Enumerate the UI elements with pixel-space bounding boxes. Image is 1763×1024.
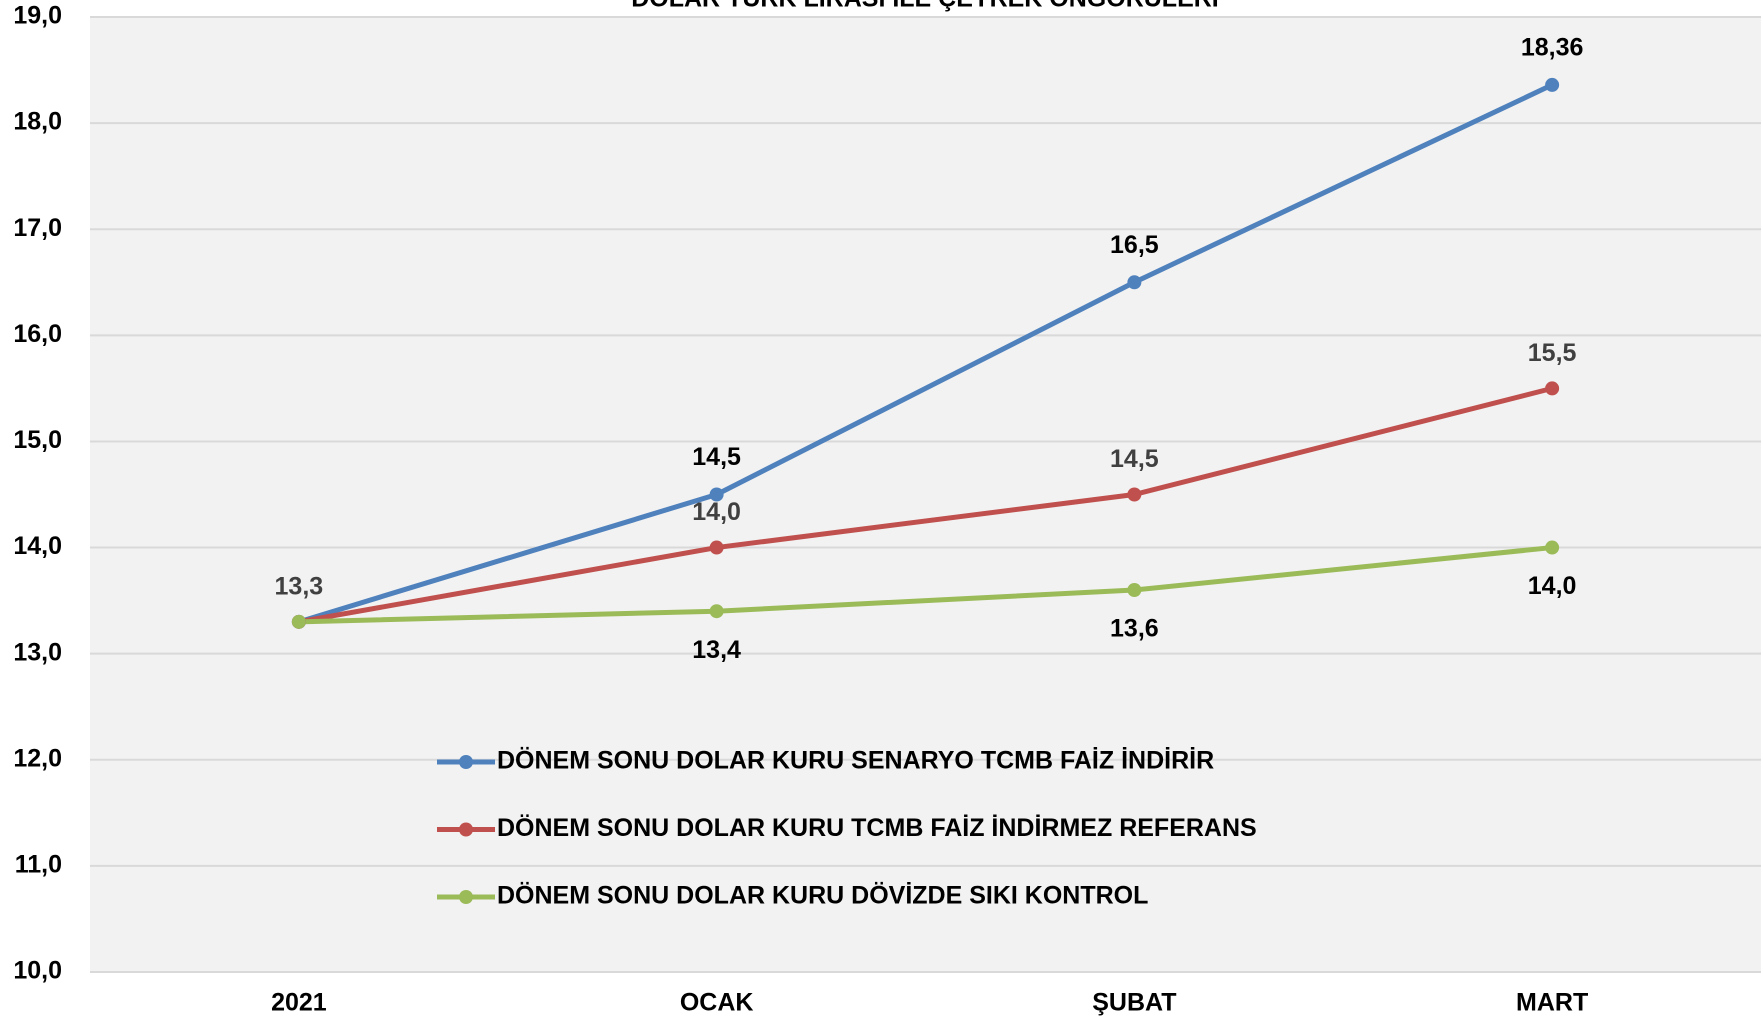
data-label: 13,4 bbox=[692, 636, 741, 664]
data-point bbox=[709, 540, 724, 555]
legend-marker bbox=[459, 755, 473, 769]
x-tick-label: 2021 bbox=[271, 989, 327, 1017]
plot-area bbox=[90, 17, 1761, 972]
data-point bbox=[1127, 275, 1142, 290]
data-label: 13,3 bbox=[275, 572, 324, 600]
y-tick-label: 17,0 bbox=[13, 214, 62, 242]
legend-label: DÖNEM SONU DOLAR KURU TCMB FAİZ İNDİRMEZ… bbox=[497, 813, 1257, 842]
data-point bbox=[291, 614, 306, 629]
x-tick-label: ŞUBAT bbox=[1092, 989, 1176, 1017]
y-tick-label: 14,0 bbox=[13, 532, 62, 560]
data-label: 13,6 bbox=[1110, 615, 1159, 643]
data-point bbox=[1127, 487, 1142, 502]
data-label: 14,5 bbox=[1110, 445, 1159, 473]
y-tick-label: 10,0 bbox=[13, 957, 62, 985]
data-point bbox=[709, 487, 724, 502]
data-label: 16,5 bbox=[1110, 231, 1159, 259]
legend-label: DÖNEM SONU DOLAR KURU SENARYO TCMB FAİZ … bbox=[497, 746, 1214, 775]
series-line bbox=[298, 82, 1554, 625]
data-point bbox=[1545, 381, 1560, 396]
data-point bbox=[1545, 540, 1560, 555]
data-label: 14,0 bbox=[692, 498, 741, 526]
data-label: 14,5 bbox=[692, 443, 741, 471]
y-tick-label: 16,0 bbox=[13, 320, 62, 348]
data-point bbox=[709, 604, 724, 619]
data-label: 18,36 bbox=[1521, 34, 1584, 62]
x-tick-label: OCAK bbox=[680, 989, 754, 1017]
y-tick-label: 19,0 bbox=[13, 2, 62, 30]
y-tick-label: 11,0 bbox=[15, 850, 62, 878]
data-label: 14,0 bbox=[1528, 572, 1577, 600]
series-line bbox=[298, 385, 1553, 625]
y-tick-label: 18,0 bbox=[13, 108, 62, 136]
series-line bbox=[298, 545, 1553, 625]
data-label: 15,5 bbox=[1528, 339, 1577, 367]
chart-title: DOLAR TÜRK LİRASI İLE ÇEYREK ÖNGÖRÜLERİ bbox=[631, 0, 1219, 13]
x-tick-label: MART bbox=[1516, 989, 1588, 1017]
y-tick-label: 12,0 bbox=[13, 744, 62, 772]
legend-label: DÖNEM SONU DOLAR KURU DÖVİZDE SIKI KONTR… bbox=[497, 881, 1148, 910]
data-point bbox=[1545, 77, 1560, 92]
legend-marker bbox=[459, 822, 473, 837]
data-point bbox=[1127, 583, 1142, 597]
y-tick-label: 13,0 bbox=[13, 638, 62, 666]
legend-marker bbox=[459, 890, 473, 904]
y-tick-label: 15,0 bbox=[13, 426, 62, 454]
